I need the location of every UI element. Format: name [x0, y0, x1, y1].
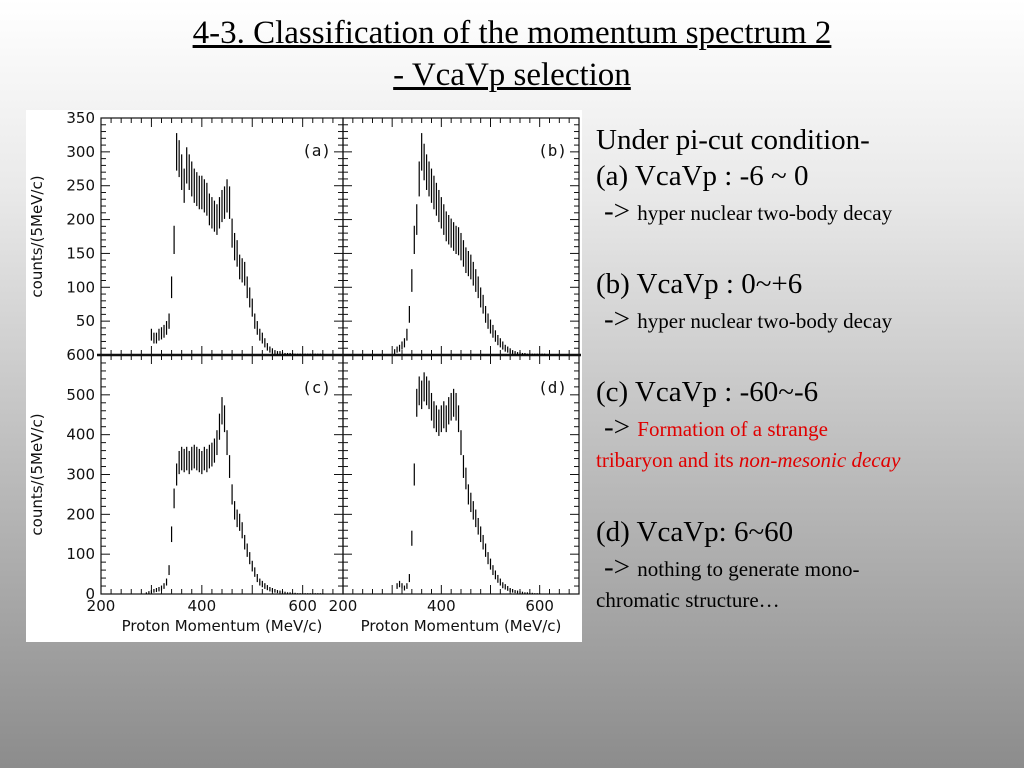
- note-c-label: (c) VcaVp : -60~-6: [596, 376, 819, 408]
- y-axis-label: counts/(5MeV/c): [28, 175, 46, 297]
- spectra-svg: (a) 50 100 150 200 250 300 350 counts/(5MeV/c) (b…: [28, 110, 581, 635]
- note-c-text: Formation of a strange: [637, 417, 828, 441]
- y-tick-label: 200: [66, 505, 95, 523]
- y-tick-label: 300: [66, 143, 95, 161]
- note-a-arrow: -> hyper nuclear two-body decay: [596, 194, 1021, 230]
- title-line-1: 4-3. Classification of the momentum spec…: [192, 15, 832, 51]
- x-tick-label: 400: [188, 597, 217, 615]
- note-d-label: (d) VcaVp: 6~60: [596, 516, 794, 548]
- y-tick-label: 250: [66, 177, 95, 195]
- panel-label: (a): [302, 141, 331, 160]
- y-tick-label: 150: [66, 244, 95, 262]
- y-tick-label: 400: [66, 426, 95, 444]
- y-tick-label: 200: [66, 211, 95, 229]
- note-d-text: nothing to generate mono-: [637, 557, 860, 581]
- y-axis-label: counts/(5MeV/c): [28, 413, 46, 535]
- panel-label: (d): [538, 378, 567, 397]
- arrow-glyph: ->: [604, 411, 631, 443]
- note-d-arrow: -> nothing to generate mono-: [596, 550, 1021, 586]
- x-tick-label: 400: [427, 597, 456, 615]
- notes-header: Under pi-cut condition-: [596, 124, 870, 156]
- note-c-cont-plain: tribaryon and its: [596, 448, 739, 472]
- note-b-label: (b) VcaVp : 0~+6: [596, 268, 803, 300]
- note-c-cont-italic: non-mesonic decay: [738, 448, 901, 472]
- note-b-arrow: -> hyper nuclear two-body decay: [596, 302, 1021, 338]
- y-tick-label: 100: [66, 545, 95, 563]
- note-c-arrow: -> Formation of a strange: [596, 410, 1021, 446]
- panel-label: (c): [302, 378, 331, 397]
- note-a-label: (a) VcaVp : -6 ~ 0: [596, 160, 809, 192]
- slide-title: 4-3. Classification of the momentum spec…: [0, 12, 1024, 96]
- y-tick-label: 300: [66, 466, 95, 484]
- x-axis-label: Proton Momentum (MeV/c): [361, 617, 562, 635]
- x-tick-label: 600: [288, 597, 317, 615]
- x-tick-label: 200: [87, 597, 116, 615]
- y-tick-label: 500: [66, 386, 95, 404]
- arrow-glyph: ->: [604, 551, 631, 583]
- panel-label: (b): [538, 141, 567, 160]
- y-tick-label: 0: [85, 585, 95, 603]
- note-b-text: hyper nuclear two-body decay: [637, 309, 893, 333]
- y-tick-label: 600: [66, 346, 95, 364]
- momentum-spectra-figure: (a) 50 100 150 200 250 300 350 counts/(5MeV/c) (b…: [26, 110, 582, 642]
- x-axis-label: Proton Momentum (MeV/c): [122, 617, 323, 635]
- note-d-continuation: chromatic structure…: [596, 588, 780, 612]
- arrow-glyph: ->: [604, 303, 631, 335]
- x-tick-label: 600: [525, 597, 554, 615]
- note-a-text: hyper nuclear two-body decay: [637, 201, 893, 225]
- note-c-continuation: tribaryon and its non-mesonic decay: [596, 446, 1021, 474]
- y-tick-label: 50: [76, 312, 95, 330]
- notes-panel: Under pi-cut condition- (a) VcaVp : -6 ~…: [596, 122, 1021, 614]
- title-line-2: - VcaVp selection: [393, 57, 631, 93]
- y-tick-label: 100: [66, 278, 95, 296]
- y-tick-label: 350: [66, 110, 95, 127]
- x-tick-label: 200: [329, 597, 358, 615]
- arrow-glyph: ->: [604, 195, 631, 227]
